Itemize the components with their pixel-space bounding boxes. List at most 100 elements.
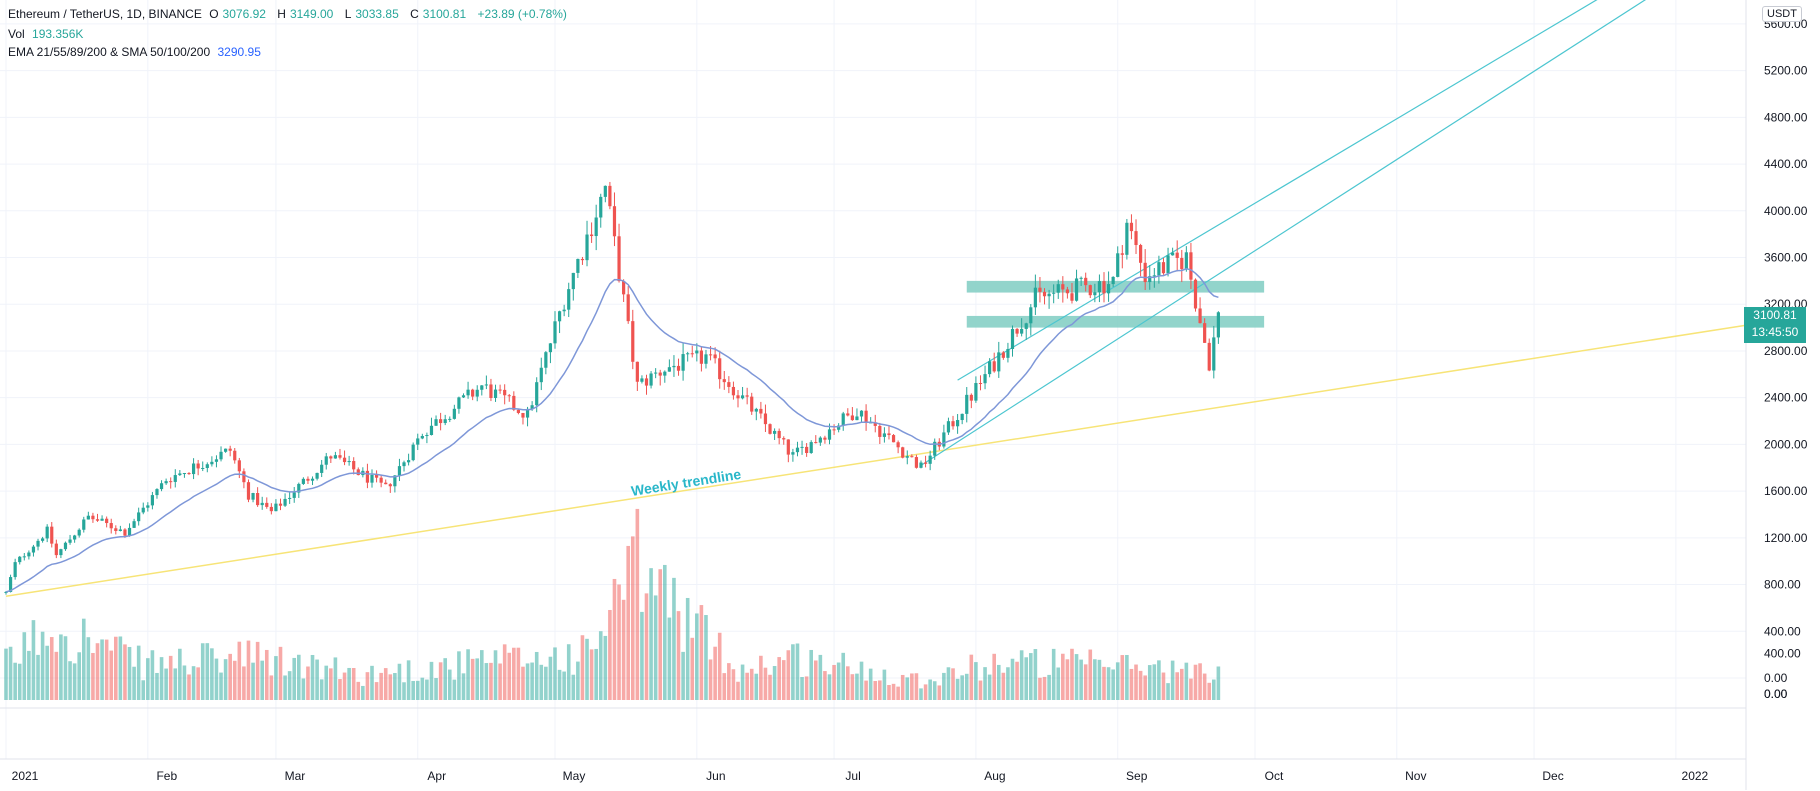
volume-bar	[1175, 672, 1179, 700]
zone-support	[966, 315, 1265, 328]
candle-body	[27, 552, 31, 557]
volume-bar	[960, 675, 964, 700]
candle-body	[233, 450, 237, 461]
candle-body	[132, 521, 136, 528]
volume-bar	[77, 652, 81, 700]
symbol-title[interactable]: Ethereum / TetherUS, 1D, BINANCE	[8, 7, 202, 21]
candle-body	[525, 408, 530, 418]
volume-bar	[644, 593, 649, 700]
candle-body	[631, 321, 635, 362]
volume-bar	[905, 677, 910, 700]
volume-bar	[127, 646, 132, 700]
candle-body	[731, 386, 736, 396]
volume-bar	[338, 679, 342, 700]
candle-body	[805, 446, 809, 453]
volume-bar	[598, 631, 603, 700]
volume-bar	[13, 662, 17, 700]
volume-label[interactable]: Vol	[8, 27, 25, 41]
candle-body	[4, 591, 8, 593]
candle-body	[859, 410, 864, 417]
volume-bar	[617, 584, 621, 700]
candle-body	[951, 421, 955, 427]
candle-body	[1166, 255, 1170, 274]
trendlines	[5, 0, 1747, 597]
candle-body	[608, 185, 612, 207]
candle-body	[1120, 253, 1124, 255]
candle-body	[1102, 281, 1106, 294]
volume-bar	[740, 664, 745, 700]
volume-bar	[109, 650, 114, 700]
candle-body	[41, 538, 45, 541]
high-value: 3149.00	[289, 7, 334, 21]
volume-bar	[932, 681, 937, 700]
volume-bar	[996, 664, 1001, 700]
last-price-tag: 3100.81 13:45:50	[1744, 307, 1806, 343]
candle-body	[891, 435, 896, 443]
volume-bar	[242, 666, 246, 700]
volume-bar	[1102, 666, 1106, 700]
volume-bar	[374, 682, 379, 700]
candle-body	[36, 540, 40, 547]
candle-body	[210, 461, 214, 465]
volume-bar	[873, 681, 878, 700]
candle-body	[1148, 276, 1152, 283]
volume-bar	[836, 662, 841, 700]
candles	[4, 181, 1220, 595]
volume-bar	[841, 652, 846, 700]
time-tick: Aug	[984, 769, 1005, 783]
candle-body	[960, 413, 964, 421]
volume-bars	[4, 508, 1221, 700]
candle-body	[109, 523, 113, 529]
candle-body	[118, 529, 122, 531]
volume-bar	[768, 674, 772, 700]
candle-body	[1065, 289, 1069, 294]
volume-bar	[168, 655, 173, 700]
candle-body	[649, 373, 653, 386]
candle-body	[315, 472, 319, 479]
volume-bar	[260, 660, 264, 700]
candle-body	[974, 383, 978, 401]
candle-body	[320, 464, 324, 473]
volume-bar	[246, 640, 251, 700]
candle-body	[224, 448, 228, 452]
candle-body	[82, 519, 86, 530]
candle-body	[910, 456, 914, 458]
volume-bar	[1079, 659, 1083, 700]
volume-bar	[484, 663, 489, 700]
volume-bar	[1070, 648, 1074, 700]
candle-body	[905, 456, 909, 458]
candle-body	[663, 371, 667, 376]
candle-body	[31, 546, 36, 553]
volume-bar	[850, 674, 855, 700]
candle-body	[1061, 284, 1065, 290]
volume-bar	[187, 674, 191, 700]
candle-body	[429, 425, 434, 436]
price-tick: 4800.00	[1764, 110, 1808, 124]
volume-bar	[507, 652, 512, 700]
volume-bar	[182, 665, 187, 700]
volume-bar	[987, 674, 992, 700]
symbol-legend: Ethereum / TetherUS, 1D, BINANCE O 3076.9…	[8, 7, 567, 21]
volume-bar	[301, 678, 306, 700]
candle-body	[1111, 276, 1115, 285]
candle-body	[978, 383, 983, 385]
candle-body	[690, 353, 694, 355]
volume-bar	[27, 650, 31, 700]
candle-body	[251, 492, 255, 500]
volume-bar	[868, 668, 873, 700]
candle-body	[457, 397, 461, 409]
candle-body	[654, 372, 658, 374]
candle-body	[544, 352, 548, 368]
time-tick: 2021	[12, 769, 39, 783]
candle-body	[1143, 262, 1147, 283]
volume-bar	[466, 649, 470, 700]
volume-bar	[754, 673, 759, 700]
candle-body	[374, 474, 379, 478]
volume-bar	[685, 597, 690, 700]
candle-body	[461, 395, 466, 398]
ma-label[interactable]: EMA 21/55/89/200 & SMA 50/100/200	[8, 45, 211, 59]
volume-bar	[1065, 659, 1070, 700]
candle-body	[763, 413, 768, 425]
currency-button[interactable]: USDT	[1762, 6, 1802, 22]
